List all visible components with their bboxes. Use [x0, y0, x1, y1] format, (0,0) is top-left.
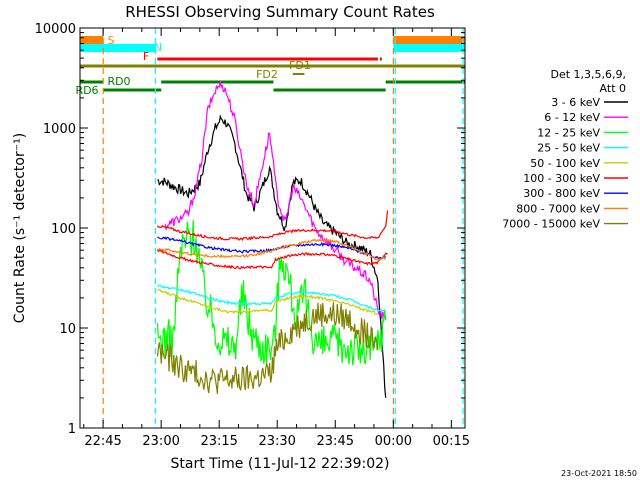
y-axis-label: Count Rate (s⁻¹ detector⁻¹) — [12, 133, 28, 323]
legend-label: 3 - 6 keV — [551, 96, 600, 109]
series-line — [156, 210, 389, 241]
flag-bar-label: S — [108, 34, 115, 47]
flag-bar-segment — [161, 80, 274, 84]
y-tick-label: 10 — [59, 322, 76, 337]
chart-title: RHESSI Observing Summary Count Rates — [125, 3, 435, 21]
legend-label: 800 - 7000 keV — [516, 202, 600, 215]
x-tick-label: 23:15 — [200, 434, 237, 449]
series-line — [156, 220, 387, 367]
axes: 22:45 23:00 23:15 23:30 23:45 00:00 00:15 1 10 10… — [35, 22, 470, 449]
flag-bar-label: F — [143, 50, 149, 63]
x-tick-label: 00:15 — [433, 434, 470, 449]
legend-label: 50 - 100 keV — [530, 157, 600, 170]
flag-bar-segment — [379, 57, 382, 61]
series-lines — [156, 80, 389, 398]
flag-bar-segment — [393, 44, 465, 52]
series-line — [156, 249, 388, 270]
y-tick-label: 1000 — [43, 122, 76, 137]
legend-label: 100 - 300 keV — [523, 172, 600, 185]
y-tick-label: 100 — [51, 222, 76, 237]
series-line — [156, 302, 379, 394]
series-line — [157, 236, 387, 260]
series-line — [157, 238, 387, 261]
series-line — [157, 288, 379, 315]
legend-title: Att 0 — [600, 82, 626, 95]
flag-bar-segment — [273, 88, 386, 92]
flag-bar-segment — [157, 57, 378, 61]
x-axis-label: Start Time (11-Jul-12 22:39:02) — [170, 456, 389, 472]
x-tick-label: 00:00 — [375, 434, 412, 449]
flag-bar-label: FD1 — [289, 59, 311, 72]
flag-bar-segment — [103, 88, 162, 92]
y-tick-label: 1 — [68, 422, 76, 437]
flag-bar-label: FD2 — [256, 68, 278, 81]
flag-bar-label: RD6 — [75, 84, 98, 97]
legend-label: 300 - 800 keV — [523, 187, 600, 200]
flag-bar-segment — [393, 36, 465, 44]
y-tick-label: 10000 — [35, 22, 76, 37]
flag-bar-segment — [292, 73, 305, 75]
legend-label: 6 - 12 keV — [544, 111, 600, 124]
flag-bar-label: RD0 — [107, 75, 130, 88]
x-tick-label: 23:45 — [317, 434, 354, 449]
series-line — [157, 284, 386, 313]
flag-bar-segment — [80, 80, 104, 84]
series-line — [157, 114, 387, 398]
flag-bars: S NF FD1 FD2 RD0 RD6 — [75, 34, 465, 97]
legend-label: 12 - 25 keV — [537, 126, 600, 139]
x-tick-label: 23:00 — [142, 434, 179, 449]
legend: Det 1,3,5,6,9,Att 03 - 6 keV 6 - 12 keV 12… — [502, 68, 628, 231]
x-tick-label: 23:30 — [258, 434, 295, 449]
x-tick-label: 22:45 — [84, 434, 121, 449]
flag-bar-segment — [80, 64, 465, 68]
flag-bar-segment — [80, 44, 156, 52]
legend-label: 25 - 50 keV — [537, 142, 600, 155]
timestamp: 23-Oct-2021 18:50 — [561, 469, 637, 478]
legend-label: 7000 - 15000 keV — [502, 218, 600, 231]
flag-bar-label: N — [154, 41, 162, 54]
flag-bar-segment — [385, 80, 465, 84]
legend-title: Det 1,3,5,6,9, — [550, 68, 626, 81]
flag-bar-segment — [80, 36, 104, 44]
series-line — [164, 80, 387, 321]
